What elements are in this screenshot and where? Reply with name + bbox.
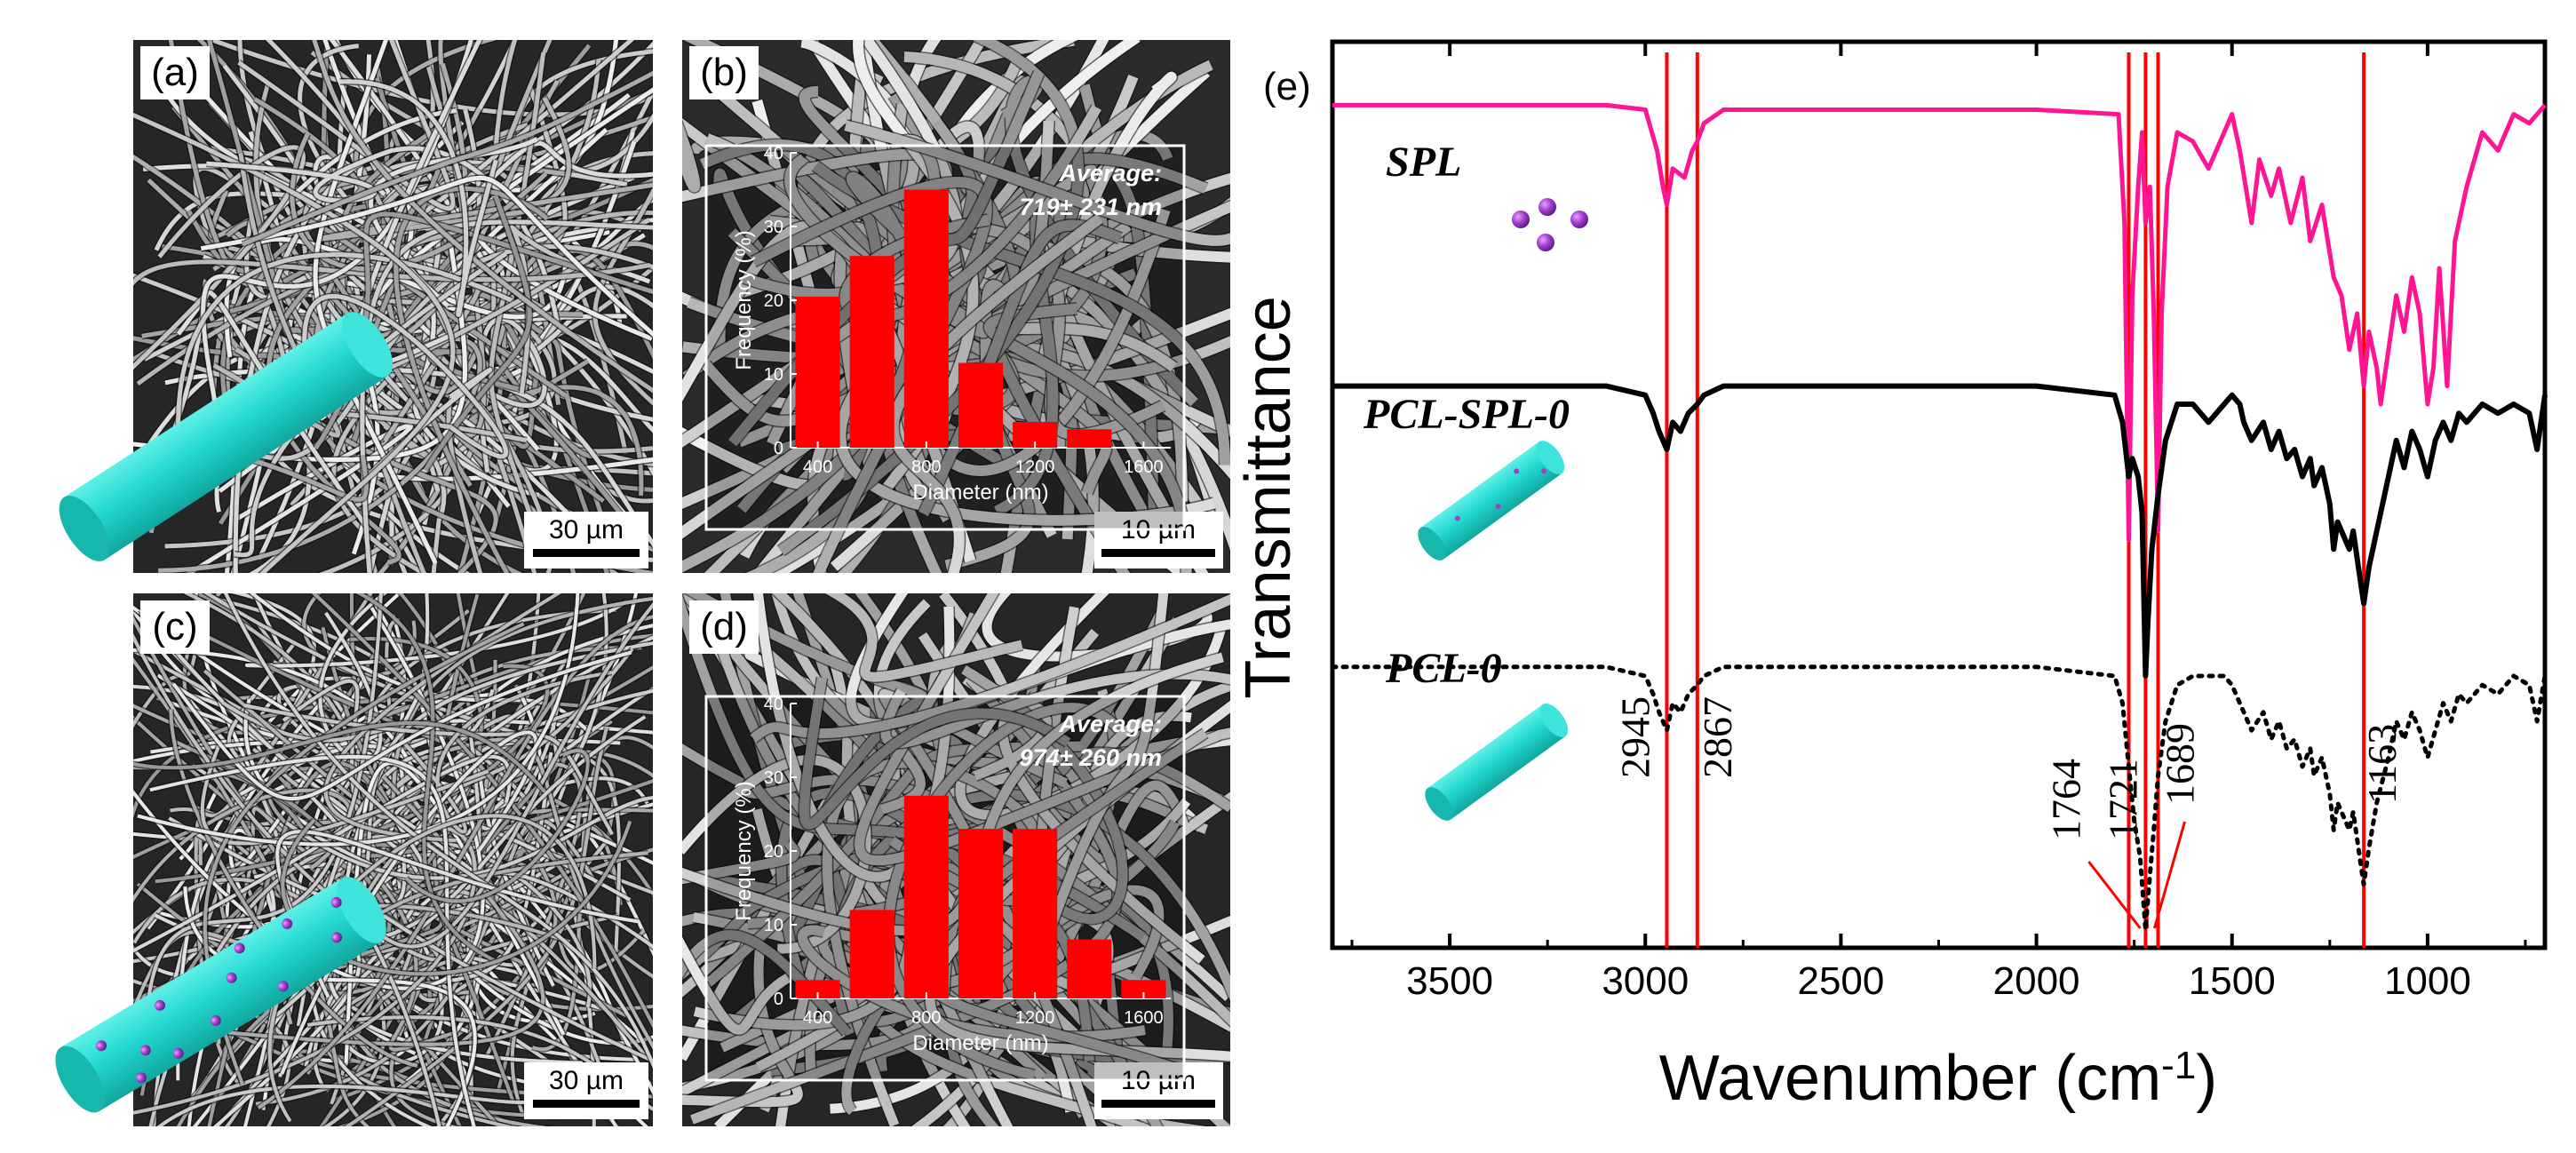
ftir-series-spl bbox=[1332, 102, 2547, 543]
histogram-bar bbox=[795, 296, 840, 448]
series-label-pcl-spl-0: PCL-SPL-0 bbox=[1363, 391, 1570, 438]
histogram-annotation-line1: Average: bbox=[1058, 160, 1162, 187]
scale-bar-a: 30 µm bbox=[524, 512, 648, 569]
histogram-bar bbox=[1121, 980, 1166, 998]
panel-label-d-box: (d) bbox=[689, 600, 759, 654]
histogram-bar bbox=[849, 256, 894, 448]
ftir-x-axis-label-end: ) bbox=[2196, 1043, 2217, 1114]
histogram-y-tick-label: 30 bbox=[764, 768, 783, 788]
histogram-b: 0 10 20 30 40 400 800 1200 1600 Diameter (nm) Freq… bbox=[704, 144, 1186, 531]
histogram-x-tick-label: 1200 bbox=[1015, 1008, 1055, 1028]
panel-label-a-box: (a) bbox=[140, 46, 210, 99]
histogram-y-tick-label: 0 bbox=[774, 439, 783, 458]
scale-bar-a-label: 30 µm bbox=[549, 515, 624, 545]
ftir-leader-line bbox=[2152, 821, 2186, 929]
fiber-cylinder-a bbox=[59, 312, 394, 561]
series-label-spl: SPL bbox=[1386, 139, 1461, 186]
ftir-x-axis-label: Wavenumber (cm-1) bbox=[1659, 1043, 2218, 1114]
histogram-x-tick-label: 1600 bbox=[1124, 457, 1164, 477]
histogram-bar bbox=[1067, 429, 1112, 448]
ftir-x-axis-label-sup: -1 bbox=[2161, 1044, 2196, 1087]
ftir-x-tick-label: 1500 bbox=[2189, 959, 2276, 1003]
ftir-x-ticks: 3500 3000 2500 2000 1500 1000 bbox=[1350, 42, 2527, 1003]
pcl-fiber-icon bbox=[1425, 704, 1569, 821]
ftir-x-tick-label: 2500 bbox=[1797, 959, 1884, 1003]
histogram-x-axis-label: Diameter (nm) bbox=[912, 1031, 1048, 1055]
histogram-bar bbox=[1013, 829, 1058, 998]
pcl-spl-fiber-icon bbox=[1418, 441, 1565, 561]
histogram-x-tick-label: 800 bbox=[911, 1008, 941, 1028]
histogram-bar bbox=[849, 910, 894, 998]
histogram-bar bbox=[903, 795, 949, 998]
ftir-x-tick-label: 3500 bbox=[1406, 959, 1493, 1003]
histogram-y-tick-label: 20 bbox=[764, 291, 783, 311]
histogram-y-tick-label: 40 bbox=[764, 695, 783, 714]
histogram-x-tick-label: 400 bbox=[803, 1008, 832, 1028]
ftir-y-axis-label: Transmittance bbox=[1233, 296, 1304, 698]
ftir-series-pcl-0 bbox=[1330, 664, 2548, 933]
embedded-spheres-c bbox=[95, 896, 343, 1084]
series-label-pcl-0: PCL-0 bbox=[1385, 645, 1502, 692]
panel-label-c: (c) bbox=[152, 605, 197, 648]
histogram-x-tick-label: 1200 bbox=[1015, 457, 1055, 477]
ftir-x-axis-label-main: Wavenumber (cm bbox=[1659, 1043, 2161, 1114]
panel-label-a: (a) bbox=[151, 51, 199, 94]
histogram-y-tick-label: 40 bbox=[764, 144, 783, 163]
histogram-bar bbox=[958, 829, 1004, 998]
ftir-peak-label: 2945 bbox=[1612, 696, 1658, 778]
histogram-annotation-line2: 974± 260 nm bbox=[1020, 744, 1162, 771]
histogram-y-tick-label: 20 bbox=[764, 842, 783, 862]
histogram-y-tick-label: 30 bbox=[764, 218, 783, 237]
ftir-peak-label: 1689 bbox=[2158, 723, 2203, 805]
ftir-x-tick-label: 1000 bbox=[2384, 959, 2471, 1003]
scale-bar-c-label: 30 µm bbox=[549, 1066, 624, 1095]
ftir-peak-label: 1721 bbox=[2100, 759, 2145, 840]
ftir-leader-line bbox=[2087, 861, 2142, 929]
panel-label-b-box: (b) bbox=[689, 46, 759, 99]
ftir-peak-label: 2867 bbox=[1695, 696, 1740, 778]
panel-label-b: (b) bbox=[700, 51, 748, 94]
histogram-bar bbox=[958, 362, 1004, 448]
panel-label-e: (e) bbox=[1263, 65, 1311, 108]
ftir-chart: (e) Transmittance Wavenumber (cm-1) 3500… bbox=[1233, 39, 2548, 1114]
ftir-x-tick-label: 3000 bbox=[1602, 959, 1689, 1003]
histogram-y-axis-label: Frequency (%) bbox=[732, 230, 756, 370]
histogram-bar bbox=[795, 980, 840, 998]
histogram-y-tick-label: 10 bbox=[764, 365, 783, 385]
ftir-peak-label: 1764 bbox=[2043, 759, 2088, 840]
ftir-leader-line bbox=[2143, 861, 2149, 929]
ftir-x-tick-label: 2000 bbox=[1993, 959, 2080, 1003]
histogram-bar bbox=[903, 189, 949, 448]
ftir-series-pcl-spl-0 bbox=[1332, 383, 2548, 679]
histogram-bar bbox=[1067, 939, 1112, 998]
histogram-x-axis-label: Diameter (nm) bbox=[912, 481, 1048, 505]
spl-molecule-icon bbox=[1512, 198, 1588, 251]
histogram-annotation-line2: 719± 231 nm bbox=[1020, 194, 1162, 220]
histogram-y-tick-label: 10 bbox=[764, 916, 783, 935]
histogram-x-tick-label: 800 bbox=[911, 457, 941, 477]
ftir-reference-lines: 2945 2867 1764 1721 1689 1163 bbox=[1612, 52, 2405, 948]
scale-bar-c: 30 µm bbox=[524, 1062, 648, 1119]
histogram-x-tick-label: 400 bbox=[803, 457, 832, 477]
ftir-series-group bbox=[1330, 102, 2548, 933]
histogram-y-axis-label: Frequency (%) bbox=[732, 781, 756, 920]
histogram-x-tick-label: 1600 bbox=[1124, 1008, 1164, 1028]
histogram-annotation-line1: Average: bbox=[1058, 711, 1162, 737]
histogram-d: 0 10 20 30 40 400 800 1200 1600 Diameter (nm) Freq… bbox=[704, 695, 1186, 1082]
panel-label-d: (d) bbox=[700, 605, 748, 648]
histogram-y-tick-label: 0 bbox=[774, 990, 783, 1009]
fiber-cylinder-c bbox=[55, 876, 386, 1113]
ftir-peak-label: 1163 bbox=[2359, 724, 2405, 804]
panel-label-c-box: (c) bbox=[140, 600, 210, 654]
